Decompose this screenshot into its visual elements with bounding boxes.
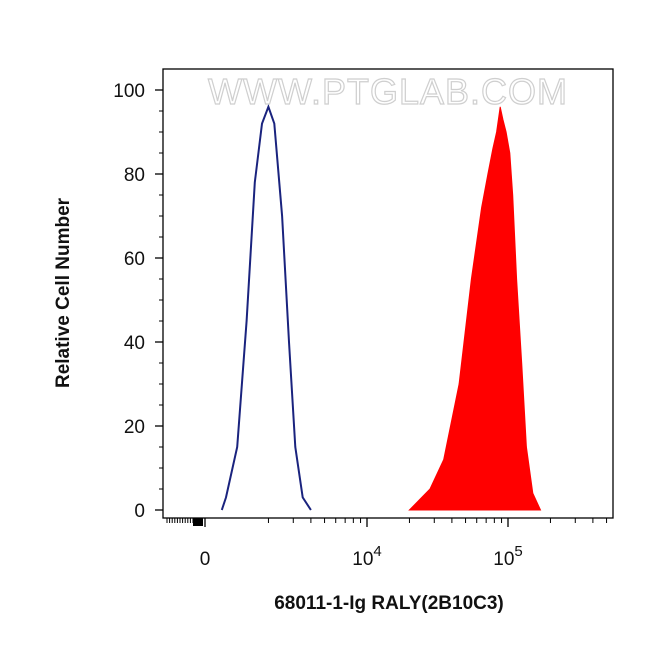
series-filled-histogram — [408, 106, 542, 511]
series-outline-histogram — [220, 103, 312, 511]
x-zero-marker — [193, 518, 203, 526]
y-axis-title: Relative Cell Number — [53, 197, 74, 388]
y-tick-label: 20 — [124, 417, 145, 438]
watermark: WWW.PTGLAB.COM — [208, 71, 568, 112]
plot-layer — [220, 103, 542, 511]
y-tick-label: 100 — [113, 81, 145, 102]
y-tick-label: 80 — [124, 165, 145, 186]
plot-frame — [162, 68, 614, 519]
x-tick-label: 0 — [200, 549, 211, 570]
y-tick-label: 60 — [124, 249, 145, 270]
x-tick-label: 104 — [352, 543, 381, 570]
axes-layer: 0 20 40 60 80 100 0 104 105 — [113, 81, 608, 570]
y-tick-label: 0 — [134, 501, 145, 522]
x-tick-label: 105 — [493, 543, 522, 570]
y-tick-label: 40 — [124, 333, 145, 354]
x-axis-title: 68011-1-Ig RALY(2B10C3) — [274, 593, 504, 614]
